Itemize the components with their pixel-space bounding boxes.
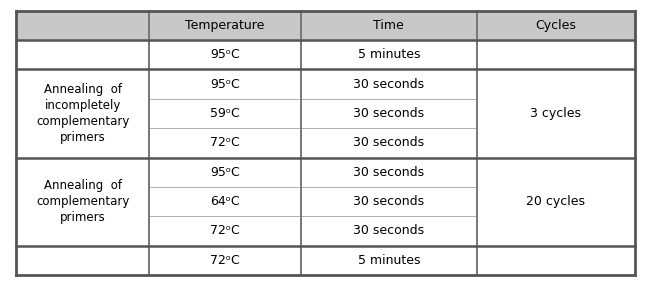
Text: 95ᵒC: 95ᵒC <box>210 48 240 61</box>
Text: 5 minutes: 5 minutes <box>358 48 420 61</box>
Text: 59ᵒC: 59ᵒC <box>210 107 240 120</box>
Text: 64ᵒC: 64ᵒC <box>210 195 239 208</box>
Bar <box>16 246 149 275</box>
Bar <box>300 158 477 187</box>
Text: 30 seconds: 30 seconds <box>353 78 424 91</box>
Text: 5 minutes: 5 minutes <box>358 254 420 267</box>
Text: 3 cycles: 3 cycles <box>530 107 582 120</box>
Bar <box>149 99 300 128</box>
Bar <box>149 187 300 216</box>
Bar <box>477 158 635 246</box>
Bar <box>300 128 477 158</box>
Bar <box>149 128 300 158</box>
Text: 72ᵒC: 72ᵒC <box>210 224 240 237</box>
Bar <box>477 69 635 158</box>
Bar <box>300 69 477 99</box>
Bar <box>149 11 300 40</box>
Text: Cycles: Cycles <box>535 19 576 32</box>
Bar <box>300 99 477 128</box>
Bar <box>149 40 300 69</box>
Bar <box>149 69 300 99</box>
Text: 30 seconds: 30 seconds <box>353 107 424 120</box>
Text: 95ᵒC: 95ᵒC <box>210 166 240 179</box>
Bar <box>300 216 477 246</box>
Text: 72ᵒC: 72ᵒC <box>210 136 240 149</box>
Text: Annealing  of
complementary
primers: Annealing of complementary primers <box>36 179 129 224</box>
Bar <box>149 246 300 275</box>
Text: 20 cycles: 20 cycles <box>526 195 585 208</box>
Bar <box>477 246 635 275</box>
Bar <box>300 246 477 275</box>
Text: 30 seconds: 30 seconds <box>353 224 424 237</box>
Bar <box>300 40 477 69</box>
Bar <box>300 11 477 40</box>
Bar <box>149 216 300 246</box>
Bar <box>477 11 635 40</box>
Bar <box>16 11 149 40</box>
Text: 30 seconds: 30 seconds <box>353 136 424 149</box>
Bar <box>477 40 635 69</box>
Bar <box>300 187 477 216</box>
Text: Time: Time <box>373 19 404 32</box>
Text: Annealing  of
incompletely
complementary
primers: Annealing of incompletely complementary … <box>36 83 129 144</box>
Text: 30 seconds: 30 seconds <box>353 195 424 208</box>
Text: 95ᵒC: 95ᵒC <box>210 78 240 91</box>
Bar <box>16 158 149 246</box>
Text: 30 seconds: 30 seconds <box>353 166 424 179</box>
Text: 72ᵒC: 72ᵒC <box>210 254 240 267</box>
Text: Temperature: Temperature <box>185 19 265 32</box>
Bar <box>149 158 300 187</box>
Bar <box>16 69 149 158</box>
Bar <box>16 40 149 69</box>
